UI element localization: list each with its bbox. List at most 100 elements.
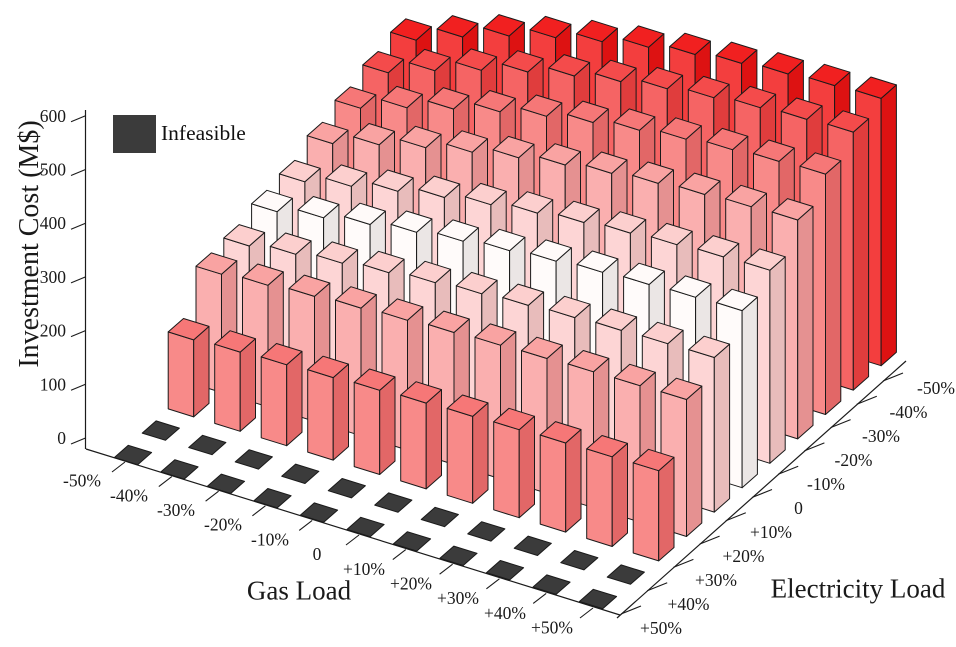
x-tick-label: -40%: [110, 485, 148, 505]
x-axis-tick: [252, 505, 266, 517]
bar-side-face: [193, 325, 210, 418]
z-tick-label: 200: [40, 321, 67, 341]
z-axis-tick: [70, 437, 86, 445]
bar-top-face: [390, 18, 432, 41]
axes: 0100200300400500600-50%-40%-30%-20%-10%0…: [40, 106, 955, 638]
bar-top-face: [548, 54, 591, 77]
bar: [307, 355, 349, 461]
bar-top-face: [446, 394, 489, 417]
bar-top-face: [223, 224, 266, 247]
infeasible-tile: [206, 473, 246, 494]
x-axis-tick: [205, 490, 219, 502]
bar: [539, 421, 582, 533]
x-tick-label: -50%: [63, 471, 101, 491]
bar-top-face: [576, 19, 618, 43]
y-axis-tick: [620, 605, 642, 615]
bar-top-face: [734, 85, 777, 109]
x-axis-tick: [298, 519, 313, 531]
x-axis-tick: [532, 592, 547, 604]
bar-top-face: [595, 308, 638, 331]
x-axis-tick: [345, 534, 360, 546]
bar-top-face: [307, 355, 349, 379]
bar-top-face: [632, 161, 674, 184]
y-axis-tick: [673, 558, 694, 568]
bar-front-face: [214, 343, 241, 432]
y-axis-title: Electricity Load: [770, 573, 946, 604]
bar-top-face: [586, 435, 628, 458]
bar-top-face: [362, 250, 405, 274]
bar-top-face: [260, 343, 303, 366]
bar-side-face: [658, 456, 675, 562]
x-axis-tick: [579, 607, 594, 619]
bar-side-face: [686, 385, 703, 537]
bar-side-face: [769, 256, 786, 464]
bar-front-face: [353, 381, 381, 475]
infeasible-tile: [392, 531, 432, 552]
infeasible-tile: [160, 459, 199, 480]
bar-top-face: [687, 75, 730, 99]
bar-top-face: [706, 127, 749, 151]
x-axis-tick: [111, 461, 126, 473]
bar-top-face: [334, 86, 377, 109]
bar-top-face: [697, 235, 740, 258]
infeasible-tile: [532, 574, 571, 595]
z-tick-label: 0: [57, 428, 66, 448]
bar-top-face: [381, 85, 423, 109]
x-axis-tick: [158, 476, 173, 488]
bar-top-face: [297, 196, 340, 219]
legend-label: Infeasible: [161, 121, 246, 146]
bar-top-face: [390, 210, 433, 233]
bar-top-face: [353, 123, 395, 146]
bar-top-face: [464, 182, 507, 206]
y-axis-tick: [882, 372, 904, 382]
bar-top-face: [567, 350, 610, 373]
infeasible-tile: [513, 535, 552, 556]
bar-side-face: [611, 442, 628, 547]
y-tick-label: -20%: [835, 450, 873, 470]
y-tick-label: +40%: [668, 594, 710, 614]
bar-side-face: [713, 343, 731, 513]
bar-top-face: [399, 125, 442, 149]
z-axis-tick: [70, 168, 86, 177]
bar-side-face: [472, 402, 489, 504]
z-axis-title: Investment Cost (M$): [14, 120, 45, 368]
bar-top-face: [492, 135, 535, 159]
y-tick-label: -30%: [862, 426, 900, 446]
bar-front-face: [400, 394, 427, 490]
bar-top-face: [529, 15, 572, 39]
bar-top-face: [371, 169, 414, 192]
bar: [214, 330, 256, 432]
bar-top-face: [641, 321, 684, 345]
z-tick-label: 500: [40, 160, 67, 180]
bar-top-face: [650, 222, 693, 246]
bar-side-face: [239, 338, 256, 432]
x-tick-label: -30%: [157, 500, 195, 520]
y-axis-tick: [856, 395, 878, 405]
bar: [167, 318, 210, 418]
bar-top-face: [660, 377, 703, 400]
bar-top-face: [306, 121, 349, 145]
z-axis-tick: [70, 222, 86, 230]
infeasible-tile: [439, 545, 478, 566]
x-tick-label: +40%: [484, 603, 526, 623]
bar-top-face: [316, 241, 359, 264]
y-axis-tick: [725, 512, 747, 522]
bar-top-face: [808, 63, 851, 87]
bar-side-face: [425, 389, 442, 490]
y-tick-label: -10%: [807, 474, 845, 494]
bar-top-face: [521, 336, 563, 359]
y-axis-tick: [646, 582, 668, 592]
y-tick-label: +50%: [640, 618, 682, 638]
x-axis-tick: [392, 549, 407, 561]
bar-top-face: [548, 295, 591, 319]
bar-top-face: [446, 130, 488, 153]
bar-front-face: [307, 369, 334, 461]
bar-top-face: [427, 87, 470, 110]
bar-top-face: [288, 274, 331, 297]
bar-side-face: [565, 429, 582, 533]
bar-top-face: [762, 52, 804, 75]
bar-side-face: [332, 363, 349, 461]
bar-top-face: [437, 219, 479, 242]
bar-side-face: [852, 118, 870, 391]
infeasible-tile: [299, 502, 339, 523]
